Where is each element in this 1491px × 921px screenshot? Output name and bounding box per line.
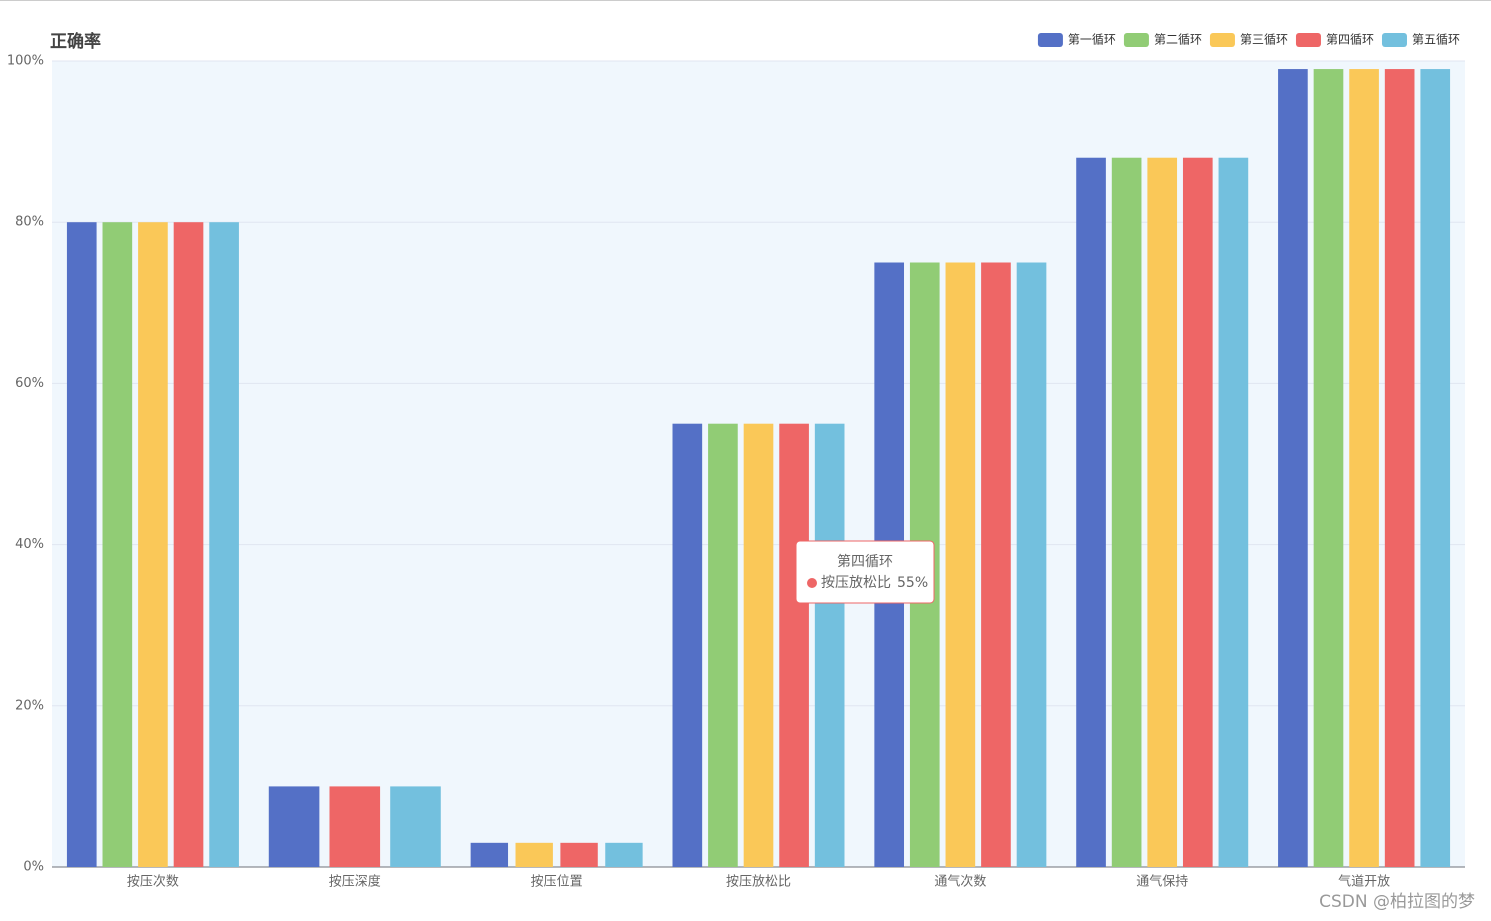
bar	[1076, 157, 1106, 868]
bar	[779, 423, 809, 867]
bar	[138, 222, 168, 867]
y-tick-label: 0%	[23, 860, 44, 875]
bar	[209, 222, 239, 867]
bar	[1313, 69, 1344, 867]
tooltip-value: 55%	[897, 575, 928, 591]
legend-label: 第二循环	[1154, 33, 1202, 47]
x-tick-label: 按压放松比	[726, 875, 791, 890]
bar	[1384, 69, 1415, 867]
legend-label: 第三循环	[1240, 33, 1288, 47]
legend-swatch	[1037, 33, 1063, 47]
bar	[1147, 157, 1178, 868]
bar	[470, 842, 509, 867]
y-tick-label: 20%	[15, 698, 44, 713]
y-tick-label: 100%	[7, 54, 44, 69]
bar	[1218, 157, 1249, 868]
bar	[66, 222, 97, 867]
bar	[515, 842, 553, 867]
legend-label: 第五循环	[1412, 33, 1460, 47]
bar	[945, 262, 976, 867]
bar	[1182, 157, 1213, 868]
x-tick-label: 按压次数	[127, 874, 179, 890]
bar	[1016, 262, 1047, 867]
bar	[173, 222, 204, 867]
bar	[672, 423, 703, 867]
bar	[268, 786, 320, 867]
bar	[560, 842, 598, 867]
bar	[814, 423, 845, 867]
y-tick-label: 80%	[15, 215, 44, 230]
y-tick-label: 40%	[15, 537, 44, 552]
tooltip-dot	[807, 578, 817, 588]
x-tick-label: 气道开放	[1338, 874, 1390, 890]
bar	[390, 786, 441, 867]
x-tick-label: 按压位置	[531, 875, 583, 890]
legend-swatch	[1381, 33, 1407, 47]
bar	[1278, 69, 1308, 867]
bar	[605, 842, 643, 867]
tooltip-label: 按压放松比	[821, 575, 891, 591]
bar	[1420, 69, 1451, 867]
tooltip-title: 第四循环	[837, 553, 893, 570]
bar	[102, 222, 133, 867]
x-tick-label: 按压深度	[329, 874, 381, 890]
bar	[981, 262, 1011, 867]
legend-swatch	[1209, 33, 1235, 47]
legend-label: 第一循环	[1068, 33, 1116, 47]
legend-swatch	[1295, 33, 1321, 47]
legend-swatch	[1123, 33, 1149, 47]
y-tick-label: 60%	[15, 376, 44, 391]
legend-label: 第四循环	[1326, 33, 1374, 47]
bar	[743, 423, 774, 867]
bar	[1349, 69, 1379, 867]
x-tick-label: 通气保持	[1136, 874, 1188, 890]
tooltip-box	[795, 540, 935, 604]
watermark: CSDN @柏拉图的梦	[1319, 892, 1475, 912]
x-tick-label: 通气次数	[934, 874, 986, 890]
bar	[329, 786, 381, 867]
bar	[708, 423, 738, 867]
bar	[1111, 157, 1142, 868]
chart-title: 正确率	[50, 31, 101, 52]
